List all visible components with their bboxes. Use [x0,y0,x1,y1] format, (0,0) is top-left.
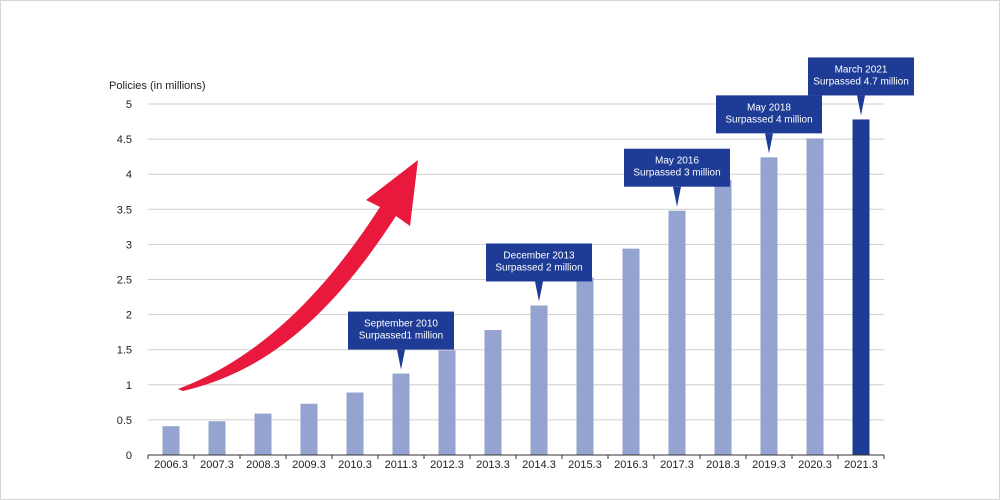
y-tick-label: 1 [126,380,132,392]
y-tick-label: 1.5 [117,345,132,357]
callout-label: May 2018 [747,102,791,113]
bar [806,138,824,455]
bar [346,392,364,455]
y-tick-label: 2 [126,310,132,322]
bar [254,413,272,455]
y-axis-label: Policies (in millions) [109,80,206,92]
callout-label: May 2016 [655,156,699,167]
x-tick-label: 2012.3 [430,459,464,471]
callout-pointer [535,281,543,302]
callout-label: Surpassed 3 million [633,168,720,179]
x-tick-label: 2020.3 [798,459,832,471]
y-tick-label: 5 [126,99,132,111]
x-tick-label: 2014.3 [522,459,556,471]
callout-box [486,243,592,282]
bar [208,421,226,455]
bar [714,179,732,456]
bar [852,119,870,455]
x-tick-label: 2019.3 [752,459,786,471]
axes: 0 0.5 1 1.5 2 2.5 3 3.5 4 4.5 5 2006.3 2007.3 2008.3 2… [117,99,885,471]
y-tick-label: 3.5 [117,204,132,216]
x-tick-label: 2016.3 [614,459,648,471]
bar [622,248,640,455]
callout-label: Surpassed 2 million [495,262,582,273]
y-tick-label: 0.5 [117,415,132,427]
bar [438,350,456,455]
bars [162,119,870,456]
callout-label: Surpassed1 million [359,331,444,342]
bar [392,373,410,455]
x-tick-label: 2013.3 [476,459,510,471]
growth-arrow-icon [178,160,418,391]
bar [668,210,686,455]
y-tick-label: 4.5 [117,134,132,146]
callout-label: March 2021 [835,64,888,75]
y-tick-label: 0 [126,450,132,462]
callout-label: Surpassed 4 million [725,114,812,125]
bar [162,426,180,455]
callout-label: September 2010 [364,319,438,330]
bar [760,157,778,456]
callout-box [624,148,730,187]
callout-pointer [673,186,681,207]
callout-pointer [857,95,865,116]
callout-label: December 2013 [503,250,575,261]
x-tick-label: 2007.3 [200,459,234,471]
y-tick-label: 4 [126,169,132,181]
bar [530,305,548,455]
bar [300,403,318,455]
callout-box [716,95,822,134]
x-tick-label: 2009.3 [292,459,326,471]
callout-pointer [397,349,405,370]
y-tick-label: 2.5 [117,275,132,287]
callout-pointer [765,133,773,154]
callout-box [808,57,914,96]
x-tick-label: 2021.3 [844,459,878,471]
callout-label: Surpassed 4.7 million [813,76,909,87]
x-tick-label: 2017.3 [660,459,694,471]
bar [484,330,502,455]
y-tick-label: 3 [126,239,132,251]
x-tick-label: 2006.3 [154,459,188,471]
x-tick-label: 2010.3 [338,459,372,471]
x-tick-label: 2018.3 [706,459,740,471]
x-tick-label: 2008.3 [246,459,280,471]
x-tick-label: 2015.3 [568,459,602,471]
callout-box [348,311,454,350]
growth-arrow [178,160,418,391]
x-tick-label: 2011.3 [385,459,418,471]
bar [576,277,594,455]
